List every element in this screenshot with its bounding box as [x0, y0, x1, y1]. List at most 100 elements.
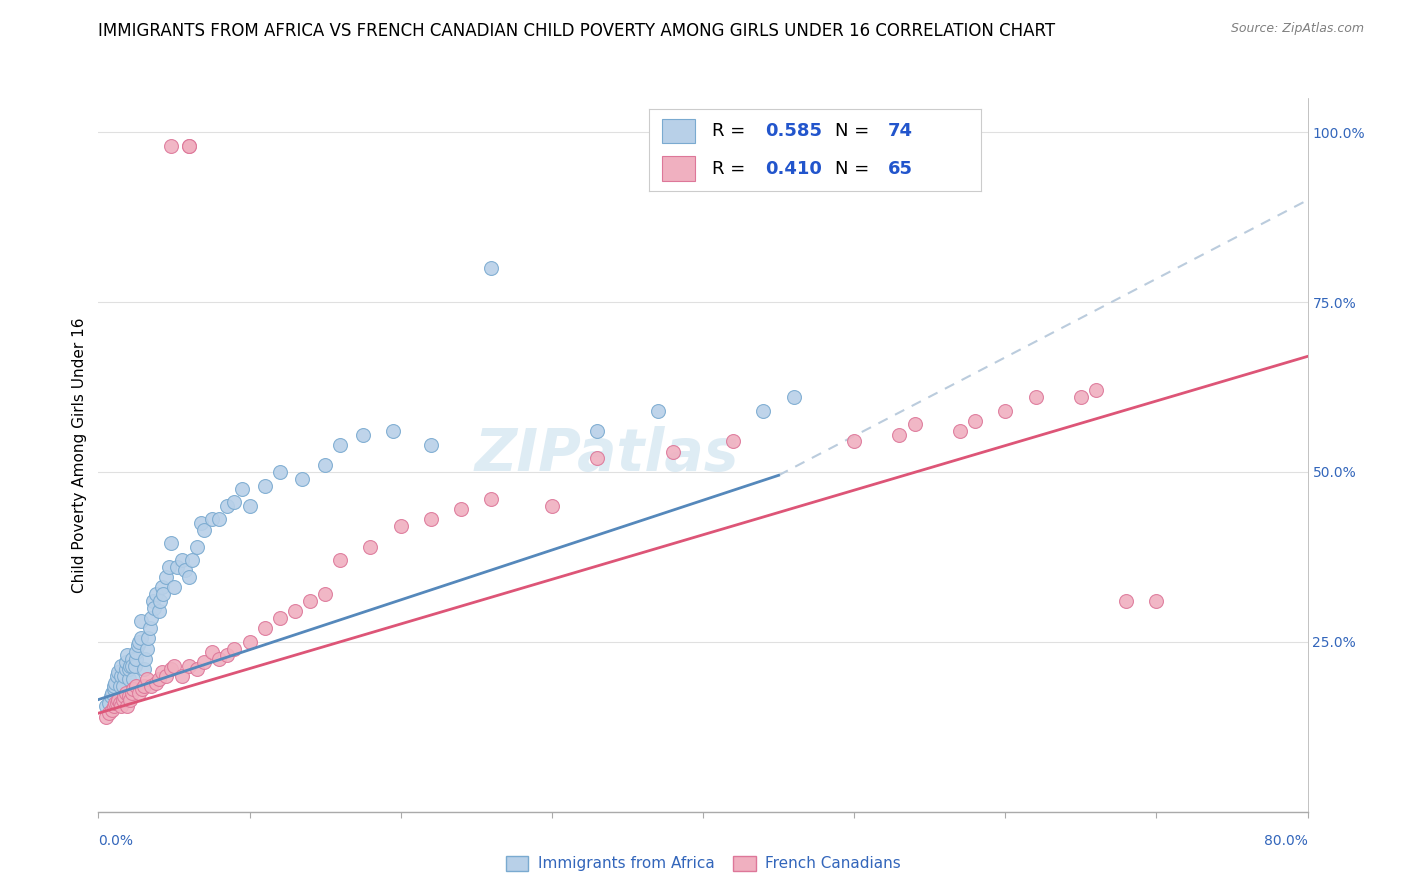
Point [647, 403, 669, 417]
Point [239, 635, 262, 649]
Point [125, 652, 148, 666]
Point [152, 587, 174, 601]
Point [352, 427, 374, 442]
Point [121, 652, 143, 666]
Point [118, 662, 141, 676]
Point [177, 138, 201, 153]
Point [120, 692, 142, 706]
Point [299, 594, 322, 608]
Point [112, 669, 135, 683]
Point [141, 611, 163, 625]
Point [108, 696, 131, 710]
Point [128, 686, 150, 700]
Point [145, 675, 167, 690]
Text: 0.0%: 0.0% [98, 834, 134, 848]
Point [721, 434, 744, 449]
Point [139, 621, 162, 635]
Point [143, 600, 166, 615]
Point [173, 564, 195, 578]
Point [586, 451, 609, 466]
Point [155, 669, 177, 683]
Point [215, 648, 238, 663]
Point [224, 641, 246, 656]
Point [110, 669, 132, 683]
Point [149, 594, 172, 608]
Point [118, 689, 141, 703]
Point [100, 689, 122, 703]
Point [111, 692, 134, 706]
Point [132, 679, 155, 693]
Point [115, 648, 138, 663]
Point [148, 604, 170, 618]
Y-axis label: Child Poverty Among Girls Under 16: Child Poverty Among Girls Under 16 [72, 318, 87, 592]
Point [1085, 384, 1108, 398]
Point [155, 570, 177, 584]
Point [450, 502, 472, 516]
Point [118, 672, 141, 686]
Point [103, 699, 125, 714]
Legend: Immigrants from Africa, French Canadians: Immigrants from Africa, French Canadians [498, 848, 908, 879]
Point [253, 621, 276, 635]
Point [122, 682, 145, 697]
Point [215, 499, 238, 513]
Point [128, 635, 150, 649]
Point [104, 675, 127, 690]
Point [190, 516, 212, 530]
Point [103, 679, 125, 693]
Point [231, 482, 253, 496]
Point [208, 512, 231, 526]
Point [135, 672, 157, 686]
Point [131, 682, 153, 697]
Point [129, 615, 152, 629]
Point [314, 458, 336, 472]
Text: Source: ZipAtlas.com: Source: ZipAtlas.com [1230, 22, 1364, 36]
Point [114, 662, 136, 676]
Point [269, 611, 291, 625]
Point [224, 495, 246, 509]
Point [108, 679, 131, 693]
Point [419, 512, 441, 526]
Point [150, 581, 173, 595]
Point [163, 581, 186, 595]
Point [127, 638, 149, 652]
Text: ZIPatlas: ZIPatlas [474, 426, 738, 483]
Point [166, 560, 188, 574]
Point [177, 570, 201, 584]
Point [114, 655, 136, 669]
Point [1115, 594, 1137, 608]
Text: IMMIGRANTS FROM AFRICA VS FRENCH CANADIAN CHILD POVERTY AMONG GIRLS UNDER 16 COR: IMMIGRANTS FROM AFRICA VS FRENCH CANADIA… [98, 22, 1056, 40]
Point [994, 403, 1017, 417]
Point [904, 417, 927, 432]
Point [125, 679, 148, 693]
Point [329, 553, 352, 567]
Point [121, 686, 143, 700]
Point [253, 478, 276, 492]
Point [661, 444, 683, 458]
Point [269, 465, 291, 479]
Point [94, 709, 117, 723]
Point [135, 641, 157, 656]
Point [844, 434, 866, 449]
Point [177, 138, 201, 153]
Point [94, 699, 117, 714]
Point [159, 560, 181, 574]
Point [105, 669, 128, 683]
Point [949, 424, 972, 438]
Point [110, 658, 132, 673]
Point [101, 703, 124, 717]
Point [111, 679, 134, 693]
Point [186, 540, 208, 554]
Point [104, 696, 127, 710]
Point [98, 696, 121, 710]
Point [125, 645, 148, 659]
Point [142, 594, 165, 608]
Point [141, 679, 163, 693]
Point [107, 692, 129, 706]
Point [291, 472, 314, 486]
Point [201, 645, 224, 659]
Point [101, 686, 124, 700]
Point [163, 658, 186, 673]
Point [481, 260, 503, 275]
Point [107, 665, 129, 680]
Point [314, 587, 336, 601]
